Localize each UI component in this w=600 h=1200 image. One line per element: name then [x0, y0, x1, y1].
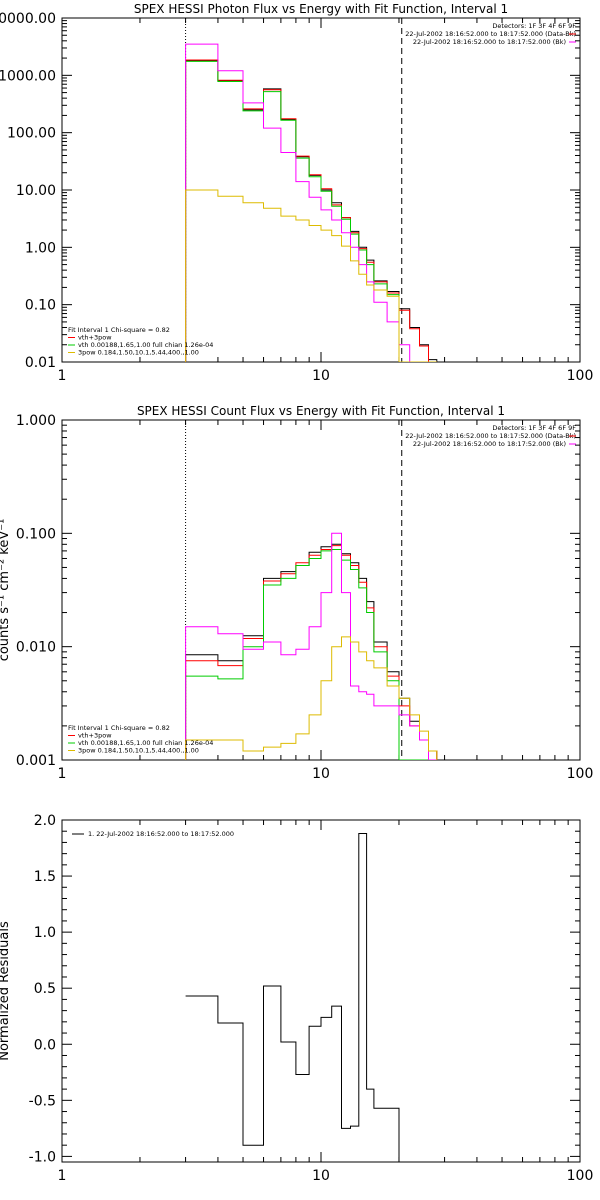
x-tick-label: 10	[312, 1168, 330, 1184]
y-tick-label: 0.100	[16, 526, 56, 542]
y-tick-label: 100.00	[7, 126, 56, 142]
y-tick-label: 0.5	[34, 981, 56, 997]
series-line-4	[185, 532, 437, 760]
y-tick-label: 0.01	[25, 355, 56, 371]
interval-bk-label: 22-Jul-2002 18:16:52.000 to 18:17:52.000…	[413, 440, 566, 448]
interval-bk-label: 22-Jul-2002 18:16:52.000 to 18:17:52.000…	[413, 38, 566, 46]
chart-title: SPEX HESSI Count Flux vs Energy with Fit…	[137, 404, 505, 418]
fit-component-label: vth+3pow	[78, 732, 112, 740]
y-tick-label: 1.00	[25, 240, 56, 256]
x-tick-label: 1	[58, 1168, 67, 1184]
interval-data-label: 22-Jul-2002 18:16:52.000 to 18:17:52.000…	[405, 432, 576, 440]
x-tick-label: 1	[58, 766, 67, 782]
fit-component-label: vth 0.00188,1.65,1.00 full chian 1.26e-0…	[78, 341, 213, 349]
plot-area	[185, 833, 400, 1162]
y-tick-label: 10.00	[16, 183, 56, 199]
fit-summary-label: Fit Interval 1 Chi-square = 0.82	[68, 724, 170, 732]
series-line-1	[185, 833, 400, 1162]
y-tick-label: 1000.00	[0, 68, 56, 84]
y-tick-label: 0.0	[34, 1037, 56, 1053]
series-line-5	[185, 636, 438, 760]
y-axis-label: Normalized Residuals	[0, 921, 12, 1061]
fit-component-label: 3pow 0.184,1.50,10.1,5.44,400.,1.00	[78, 349, 199, 357]
chart-panel-3: 1 10 100 2.0 1.5 1.0 0.5 0.0 -0.5 -1.0 Normalized …	[0, 813, 593, 1184]
interval-data-label: 22-Jul-2002 18:16:52.000 to 18:17:52.000…	[405, 30, 576, 38]
plot-area	[185, 532, 438, 760]
fit-component-label: 3pow 0.184,1.50,10.1,5.44,400.,1.00	[78, 747, 199, 755]
y-tick-label: 1.0	[34, 925, 56, 941]
chart-panel-2: SPEX HESSI Count Flux vs Energy with Fit…	[0, 404, 593, 782]
x-tick-label: 100	[567, 368, 594, 384]
fit-component-label: vth 0.00188,1.65,1.00 full chian 1.26e-0…	[78, 739, 213, 747]
y-tick-label: 1.5	[34, 869, 56, 885]
y-tick-label: 1.000	[16, 413, 56, 429]
residual-legend-label: 1. 22-Jul-2002 18:16:52.000 to 18:17:52.…	[88, 830, 234, 838]
x-tick-label: 1	[58, 368, 67, 384]
plot-area	[185, 43, 438, 362]
series-line-3	[185, 60, 437, 362]
x-tick-label: 100	[567, 1168, 594, 1184]
fit-summary-label: Fit Interval 1 Chi-square = 0.82	[68, 326, 170, 334]
detectors-label: Detectors: 1F 3F 4F 6F 9F	[492, 22, 576, 30]
y-tick-label: 0.10	[25, 298, 56, 314]
y-tick-label: 0.001	[16, 753, 56, 769]
y-tick-label: -1.0	[29, 1149, 56, 1165]
x-tick-label: 10	[312, 368, 330, 384]
y-tick-label: 0.010	[16, 640, 56, 656]
y-tick-label: -0.5	[29, 1093, 56, 1109]
x-tick-label: 10	[312, 766, 330, 782]
detectors-label: Detectors: 1F 3F 4F 6F 9F	[492, 424, 576, 432]
fit-component-label: vth+3pow	[78, 334, 112, 342]
x-tick-label: 100	[567, 766, 594, 782]
series-line-3	[185, 549, 437, 760]
series-line-5	[185, 189, 437, 362]
chart-title: SPEX HESSI Photon Flux vs Energy with Fi…	[134, 2, 508, 16]
chart-panel-1: SPEX HESSI Photon Flux vs Energy with Fi…	[0, 2, 593, 384]
plot-frame	[61, 819, 581, 1163]
y-tick-label: 2.0	[34, 813, 56, 829]
y-axis-label: counts s⁻¹ cm⁻² keV⁻¹	[0, 519, 12, 662]
